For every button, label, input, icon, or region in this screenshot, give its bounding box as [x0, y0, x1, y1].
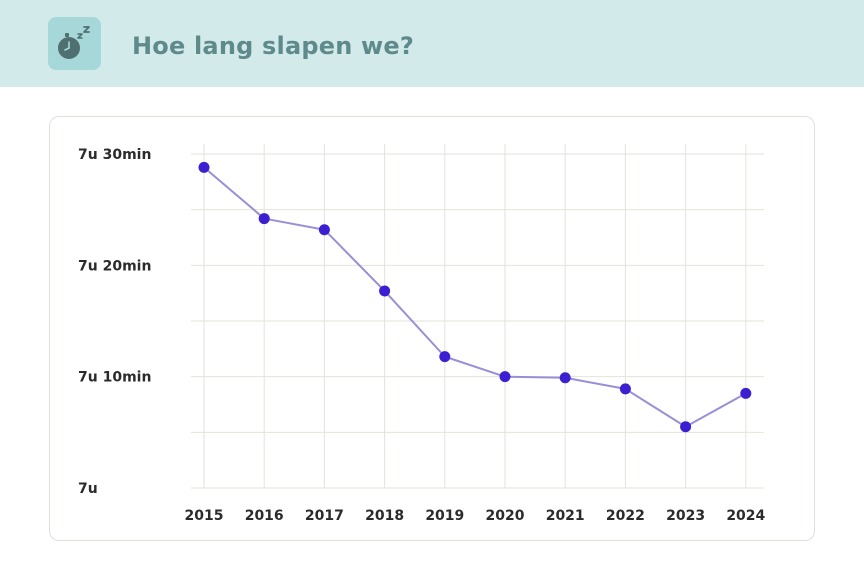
stopwatch-sleep-icon	[48, 17, 101, 70]
x-tick-label: 2015	[185, 508, 224, 524]
data-point	[318, 224, 330, 236]
x-tick-label: 2024	[726, 508, 765, 524]
page-title: Hoe lang slapen we?	[132, 32, 415, 60]
data-point	[740, 387, 752, 399]
series-line	[203, 166, 747, 428]
x-tick-label: 2023	[666, 508, 705, 524]
y-tick-label: 7u 10min	[78, 370, 151, 386]
data-point	[258, 213, 270, 225]
y-tick-label: 7u 30min	[78, 147, 151, 163]
x-tick-label: 2022	[606, 508, 645, 524]
data-point	[559, 372, 571, 384]
data-point	[439, 351, 451, 363]
data-point	[198, 161, 210, 173]
x-tick-label: 2017	[305, 508, 344, 524]
y-tick-label: 7u	[78, 481, 98, 497]
chart-card: 7u 7u 10min 7u 20min 7u 30min 2015 2016 2017 20…	[49, 116, 815, 541]
x-tick-label: 2019	[425, 508, 464, 524]
data-point	[619, 383, 631, 395]
x-tick-label: 2021	[546, 508, 585, 524]
data-point	[379, 285, 391, 297]
x-tick-label: 2020	[486, 508, 525, 524]
line-chart: 7u 7u 10min 7u 20min 7u 30min 2015 2016 2017 20…	[78, 144, 766, 524]
x-tick-label: 2016	[245, 508, 284, 524]
x-tick-label: 2018	[365, 508, 404, 524]
header-bar: Hoe lang slapen we?	[0, 0, 864, 87]
data-point	[680, 421, 692, 433]
data-point	[499, 371, 511, 383]
y-tick-label: 7u 20min	[78, 258, 151, 274]
